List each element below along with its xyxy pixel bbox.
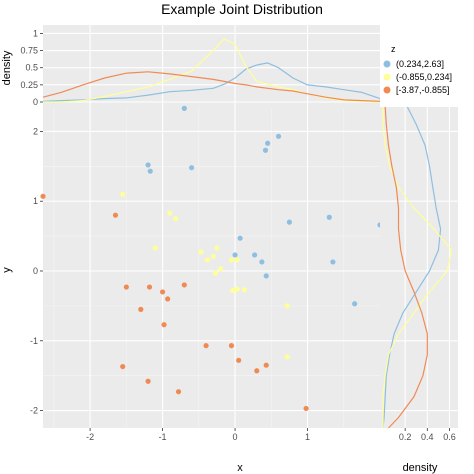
data-point-_-0.855_0.234_ <box>228 257 235 263</box>
data-point-_-3.87_-0.855_ <box>254 368 260 374</box>
density-tick-label: 0.75 <box>20 46 38 56</box>
y-density-axis-title: density <box>403 462 438 474</box>
data-point-_0.234_2.63_ <box>232 252 238 258</box>
density-tick-label: 0 <box>33 97 38 107</box>
x-density-axis-title: density <box>1 50 13 85</box>
y-tick-label: -2 <box>30 406 38 416</box>
data-point-_-0.855_0.234_ <box>284 303 290 309</box>
data-point-_-3.87_-0.855_ <box>228 343 235 349</box>
legend-label: (0.234,2.63] <box>396 59 444 69</box>
legend-key-_-0.855_0.234_ <box>383 73 391 81</box>
data-point-_0.234_2.63_ <box>330 259 336 265</box>
data-point-_-0.855_0.234_ <box>210 253 216 259</box>
data-point-_-3.87_-0.855_ <box>175 389 182 395</box>
data-point-_-3.87_-0.855_ <box>138 306 144 312</box>
data-point-_0.234_2.63_ <box>188 165 195 171</box>
data-point-_-3.87_-0.855_ <box>263 362 269 368</box>
x-density-panel: 0 0.25 0.5 0.75 1 <box>20 25 381 107</box>
y-density-panel: 0.2 0.4 0.6 <box>380 106 458 442</box>
scatter-panel-background <box>43 107 380 428</box>
data-point-_-0.855_0.234_ <box>204 257 211 263</box>
density-tick-label: 1 <box>33 28 38 38</box>
y-density-curve-_0.234_2.63_ <box>382 106 442 429</box>
legend-label: (-0.855,0.234] <box>396 72 452 82</box>
data-point-_-0.855_0.234_ <box>284 354 290 360</box>
data-point-_0.234_2.63_ <box>286 219 293 225</box>
data-point-_-3.87_-0.855_ <box>303 405 309 412</box>
data-point-_-0.855_0.234_ <box>214 245 220 251</box>
x-axis-title: x <box>237 462 243 474</box>
x-tick-label: -1 <box>159 432 167 442</box>
data-point-_-0.855_0.234_ <box>152 245 158 251</box>
data-point-_0.234_2.63_ <box>147 168 153 174</box>
x-tick-label: -2 <box>86 432 94 442</box>
legend: z(0.234,2.63] (-0.855,0.234] [-3.87,-0.855… <box>381 44 452 96</box>
scatter-panel: -2 -1 0 1 -2 -1 0 1 2 <box>30 105 383 442</box>
data-point-_-0.855_0.234_ <box>234 286 240 292</box>
data-point-_-3.87_-0.855_ <box>161 322 167 328</box>
data-point-_-3.87_-0.855_ <box>181 282 187 288</box>
data-point-_0.234_2.63_ <box>263 273 269 279</box>
y-tick-label: 2 <box>33 126 38 136</box>
x-density-curve-_0.234_2.63_ <box>42 62 381 102</box>
data-point-_0.234_2.63_ <box>265 140 271 146</box>
x-tick-label: 1 <box>305 432 310 442</box>
y-density-panel-background <box>380 107 458 428</box>
legend-key-_-3.87_-0.855_ <box>383 86 391 94</box>
density-tick-label: 0.5 <box>25 63 38 73</box>
y-density-curve-_-0.855_0.234_ <box>382 107 453 428</box>
data-point-_0.234_2.63_ <box>352 301 358 307</box>
data-point-_0.234_2.63_ <box>326 214 332 220</box>
data-point-_-3.87_-0.855_ <box>146 284 153 290</box>
data-point-_-0.855_0.234_ <box>167 210 173 216</box>
x-density-panel-background <box>43 25 380 107</box>
data-point-_0.234_2.63_ <box>275 133 282 139</box>
data-point-_-3.87_-0.855_ <box>123 284 129 290</box>
data-point-_-3.87_-0.855_ <box>203 343 209 349</box>
legend-title: z <box>391 44 396 54</box>
x-tick-label: 0 <box>233 432 238 442</box>
data-point-_-3.87_-0.855_ <box>145 378 151 384</box>
data-point-_-0.855_0.234_ <box>217 266 224 272</box>
density-tick-label: 0.2 <box>399 432 412 442</box>
data-point-_0.234_2.63_ <box>259 259 265 265</box>
data-point-_0.234_2.63_ <box>262 147 269 153</box>
density-tick-label: 0.6 <box>443 432 456 442</box>
data-point-_-3.87_-0.855_ <box>236 357 242 363</box>
y-density-curve-_-3.87_-0.855_ <box>384 106 428 429</box>
data-point-_-3.87_-0.855_ <box>120 363 126 370</box>
y-tick-label: 1 <box>33 196 38 206</box>
data-point-_-0.855_0.234_ <box>212 270 219 276</box>
data-point-_0.234_2.63_ <box>181 105 187 111</box>
data-point-_-0.855_0.234_ <box>241 287 248 293</box>
y-tick-label: -1 <box>30 336 38 346</box>
chart-title: Example Joint Distribution <box>161 1 323 17</box>
data-point-_-0.855_0.234_ <box>234 257 240 263</box>
x-density-curve-_-3.87_-0.855_ <box>42 71 381 102</box>
data-point-_-3.87_-0.855_ <box>159 289 166 295</box>
legend-key-_0.234_2.63_ <box>383 60 391 68</box>
data-point-_-0.855_0.234_ <box>230 287 236 294</box>
data-point-_0.234_2.63_ <box>252 252 258 258</box>
y-tick-label: 0 <box>33 266 38 276</box>
data-point-_-3.87_-0.855_ <box>165 296 171 302</box>
density-tick-label: 0.4 <box>421 432 434 442</box>
data-point-_-3.87_-0.855_ <box>112 212 119 218</box>
data-point-_-0.855_0.234_ <box>198 249 204 255</box>
data-point-_-3.87_-0.855_ <box>40 193 46 199</box>
legend-label: [-3.87,-0.855] <box>396 85 450 95</box>
data-point-_0.234_2.63_ <box>145 162 151 168</box>
data-point-_-0.855_0.234_ <box>120 191 126 197</box>
data-point-_-0.855_0.234_ <box>173 216 179 222</box>
data-point-_0.234_2.63_ <box>237 235 243 241</box>
y-axis-title: y <box>1 267 13 273</box>
density-tick-label: 0.25 <box>20 80 38 90</box>
